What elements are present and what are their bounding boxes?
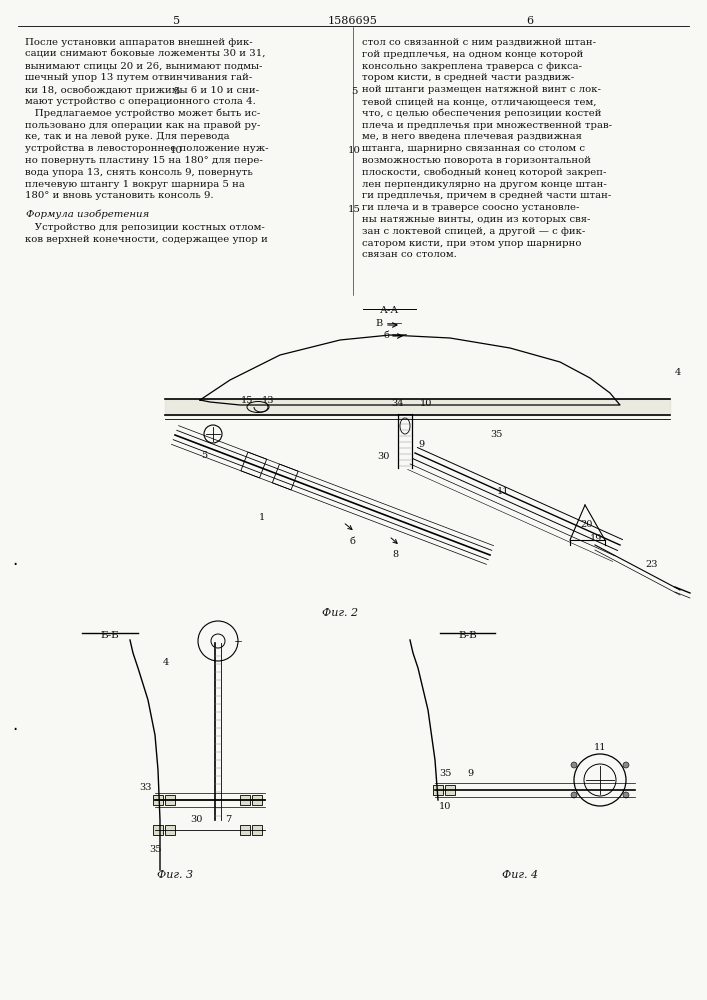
Text: ·: · [13, 556, 18, 574]
Circle shape [571, 762, 577, 768]
Text: плечевую штангу 1 вокруг шарнира 5 на: плечевую штангу 1 вокруг шарнира 5 на [25, 180, 245, 189]
Text: 9: 9 [418, 440, 424, 449]
Text: вода упора 13, снять консоль 9, повернуть: вода упора 13, снять консоль 9, повернут… [25, 168, 252, 177]
Text: мают устройство с операционного стола 4.: мают устройство с операционного стола 4. [25, 97, 256, 106]
Text: 9: 9 [467, 769, 473, 778]
Text: 6: 6 [527, 16, 534, 26]
Bar [165, 795, 175, 805]
Text: 35: 35 [490, 430, 503, 439]
Text: В-В: В-В [459, 631, 477, 640]
Bar [445, 785, 455, 795]
Text: тором кисти, в средней части раздвиж-: тором кисти, в средней части раздвиж- [362, 73, 574, 82]
Text: сатором кисти, при этом упор шарнирно: сатором кисти, при этом упор шарнирно [362, 239, 581, 248]
Text: 30: 30 [378, 452, 390, 461]
Text: 10: 10 [420, 399, 433, 408]
Text: 34: 34 [392, 399, 404, 408]
Text: После установки аппаратов внешней фик-: После установки аппаратов внешней фик- [25, 38, 252, 47]
Text: возможностью поворота в горизонтальной: возможностью поворота в горизонтальной [362, 156, 591, 165]
Text: 4: 4 [163, 658, 169, 667]
Text: Устройство для репозиции костных отлом-: Устройство для репозиции костных отлом- [25, 223, 264, 232]
Circle shape [623, 792, 629, 798]
Text: ги предплечья, причем в средней части штан-: ги предплечья, причем в средней части шт… [362, 191, 612, 200]
Text: сации снимают боковые ложементы 30 и 31,: сации снимают боковые ложементы 30 и 31, [25, 50, 266, 59]
Text: но повернуть пластину 15 на 180° для пере-: но повернуть пластину 15 на 180° для пер… [25, 156, 263, 165]
Text: 180° и вновь установить консоль 9.: 180° и вновь установить консоль 9. [25, 191, 214, 200]
Text: устройства в левостороннее положение нуж-: устройства в левостороннее положение нуж… [25, 144, 269, 153]
Text: ны натяжные винты, один из которых свя-: ны натяжные винты, один из которых свя- [362, 215, 590, 224]
Text: стол со связанной с ним раздвижной штан-: стол со связанной с ним раздвижной штан- [362, 38, 596, 47]
Text: 35: 35 [439, 769, 451, 778]
Text: 8: 8 [392, 550, 398, 559]
Text: зан с локтевой спицей, а другой — с фик-: зан с локтевой спицей, а другой — с фик- [362, 227, 585, 236]
Text: Формула изобретения: Формула изобретения [26, 209, 150, 219]
Text: плоскости, свободный конец которой закреп-: плоскости, свободный конец которой закре… [362, 168, 607, 177]
Text: ков верхней конечности, содержащее упор и: ков верхней конечности, содержащее упор … [25, 235, 268, 244]
Bar [240, 795, 250, 805]
Text: 1: 1 [259, 513, 265, 522]
Text: 30: 30 [191, 815, 203, 824]
Text: связан со столом.: связан со столом. [362, 250, 457, 259]
Text: 10: 10 [348, 146, 361, 155]
Text: вынимают спицы 20 и 26, вынимают подмы-: вынимают спицы 20 и 26, вынимают подмы- [25, 62, 262, 71]
Text: Предлагаемое устройство может быть ис-: Предлагаемое устройство может быть ис- [25, 109, 260, 118]
Text: 11: 11 [497, 487, 510, 496]
Text: 35: 35 [148, 845, 161, 854]
Text: 5: 5 [173, 87, 179, 96]
Text: ке, так и на левой руке. Для перевода: ке, так и на левой руке. Для перевода [25, 132, 230, 141]
Text: Б-Б: Б-Б [100, 631, 119, 640]
Text: 5: 5 [201, 451, 207, 460]
Text: консольно закреплена траверса с фикса-: консольно закреплена траверса с фикса- [362, 62, 582, 71]
Text: А-А: А-А [380, 306, 399, 315]
Text: лен перпендикулярно на другом конце штан-: лен перпендикулярно на другом конце штан… [362, 180, 607, 189]
Text: 11: 11 [594, 743, 606, 752]
Bar [153, 825, 163, 835]
Text: ки 18, освобождают прижимы 6 и 10 и сни-: ки 18, освобождают прижимы 6 и 10 и сни- [25, 85, 259, 95]
Bar [165, 825, 175, 835]
Text: плеча и предплечья при множественной трав-: плеча и предплечья при множественной тра… [362, 121, 612, 130]
Text: ги плеча и в траверсе соосно установле-: ги плеча и в траверсе соосно установле- [362, 203, 579, 212]
Text: 19: 19 [590, 534, 602, 543]
Text: 10: 10 [439, 802, 451, 811]
Bar [252, 795, 262, 805]
Text: 10: 10 [170, 146, 182, 155]
Text: гой предплечья, на одном конце которой: гой предплечья, на одном конце которой [362, 50, 583, 59]
Text: Фиг. 3: Фиг. 3 [157, 870, 193, 880]
Text: 5: 5 [173, 16, 180, 26]
Text: 4: 4 [675, 368, 682, 377]
Text: Фиг. 4: Фиг. 4 [502, 870, 538, 880]
Text: ной штанги размещен натяжной винт с лок-: ной штанги размещен натяжной винт с лок- [362, 85, 601, 94]
Text: 13: 13 [262, 396, 274, 405]
Text: 1586695: 1586695 [328, 16, 378, 26]
Text: пользовано для операции как на правой ру-: пользовано для операции как на правой ру… [25, 121, 260, 130]
Bar [153, 795, 163, 805]
Text: 23: 23 [645, 560, 658, 569]
Text: 15: 15 [348, 205, 361, 214]
Bar [433, 785, 443, 795]
Text: 15: 15 [241, 396, 253, 405]
Text: 20: 20 [580, 520, 592, 529]
Bar [252, 825, 262, 835]
Text: тевой спицей на конце, отличающееся тем,: тевой спицей на конце, отличающееся тем, [362, 97, 597, 106]
Circle shape [623, 762, 629, 768]
Text: б: б [383, 332, 389, 340]
Text: В: В [375, 318, 383, 328]
Bar [240, 825, 250, 835]
Text: ·: · [13, 721, 18, 739]
Text: 7: 7 [225, 815, 231, 824]
Text: штанга, шарнирно связанная со столом с: штанга, шарнирно связанная со столом с [362, 144, 585, 153]
Text: что, с целью обеспечения репозиции костей: что, с целью обеспечения репозиции косте… [362, 109, 602, 118]
Text: 5: 5 [351, 87, 357, 96]
Text: ме, в него введена плечевая раздвижная: ме, в него введена плечевая раздвижная [362, 132, 582, 141]
Circle shape [571, 792, 577, 798]
Text: 33: 33 [139, 783, 152, 792]
Text: б: б [349, 537, 355, 546]
Text: шечный упор 13 путем отвинчивания гай-: шечный упор 13 путем отвинчивания гай- [25, 73, 252, 82]
Text: Фиг. 2: Фиг. 2 [322, 608, 358, 618]
